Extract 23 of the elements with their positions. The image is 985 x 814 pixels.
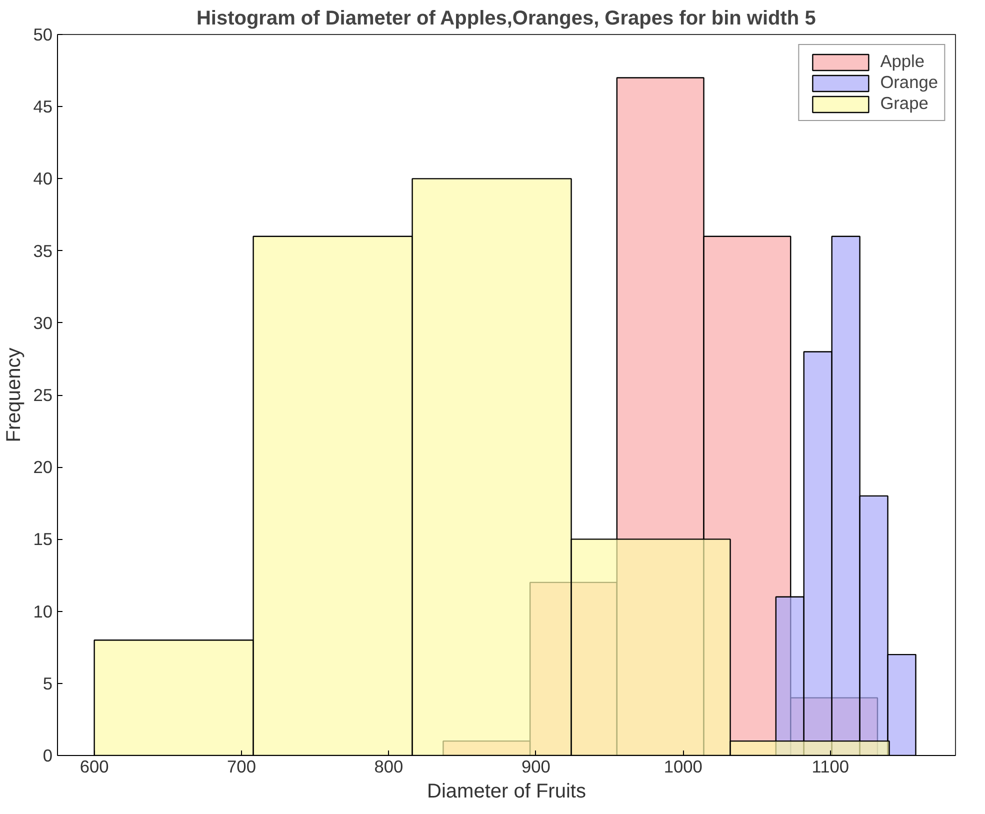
y-axis-title: Frequency [3,348,26,442]
y-tick-label: 40 [33,168,53,189]
legend-label: Apple [880,51,925,72]
x-tick-label: 900 [521,756,550,776]
y-tick-label: 5 [42,673,53,694]
y-tick-label: 15 [33,529,53,550]
legend-label: Orange [880,72,938,93]
y-tick-label: 30 [33,312,53,333]
x-tick-label: 800 [374,756,404,776]
chart-title: Histogram of Diameter of Apples,Oranges, Grapes for bin width 5 [196,8,816,30]
y-tick-label: 0 [42,746,53,766]
y-tick-label: 20 [33,457,53,478]
legend-label: Grape [880,93,928,114]
y-tick-label: 35 [33,240,53,261]
y-tick-label: 50 [33,24,53,44]
x-tick-label: 1000 [664,756,702,776]
y-tick-label: 10 [33,601,53,622]
x-tick-label: 1100 [812,756,850,776]
x-axis-title: Diameter of Fruits [427,780,586,802]
x-tick-label: 700 [227,756,256,776]
y-tick-label: 25 [33,385,53,405]
x-tick-label: 600 [80,756,109,776]
y-tick-label: 45 [33,96,53,117]
